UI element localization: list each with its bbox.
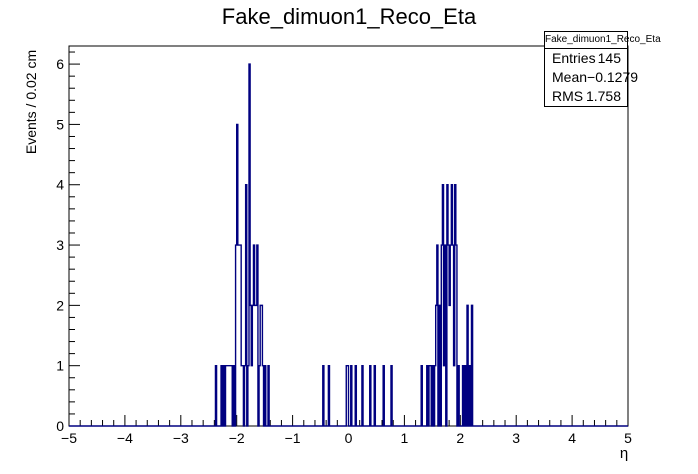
histogram-outline: [69, 63, 628, 427]
histogram-bin: [255, 305, 256, 426]
x-tick-label: 4: [568, 430, 576, 446]
stats-row-entries: Entries 145: [545, 49, 627, 68]
histogram-bin: [227, 366, 228, 426]
histogram-bin: [228, 366, 229, 426]
y-tick-label: 4: [56, 177, 64, 193]
stats-row-mean: Mean −0.1279: [545, 68, 638, 87]
histogram-bin: [229, 366, 230, 426]
y-tick-label: 5: [56, 116, 64, 132]
histogram-bin: [449, 305, 450, 426]
stats-label-mean: Mean: [552, 69, 588, 85]
x-tick-label: −4: [117, 430, 133, 446]
x-axis-label: η: [620, 445, 628, 462]
x-tick-label: 5: [624, 430, 632, 446]
stats-box: Fake_dimuon1_Reco_Eta Entries 145 Mean −…: [544, 31, 661, 107]
stats-row-rms: RMS 1.758: [545, 87, 627, 106]
y-tick-label: 6: [56, 56, 64, 72]
histogram-bin: [238, 245, 239, 426]
y-tick-label: 3: [56, 237, 64, 253]
y-axis-label: Events / 0.02 cm: [23, 50, 39, 154]
histogram-bin: [241, 366, 242, 426]
x-tick-label: 3: [512, 430, 520, 446]
histogram-bin: [256, 305, 257, 426]
histogram-bin: [251, 366, 252, 426]
x-tick-label: −5: [61, 430, 77, 446]
x-tick-label: −1: [285, 430, 301, 446]
x-tick-label: 1: [401, 430, 409, 446]
y-tick-label: 1: [56, 358, 64, 374]
stats-value-mean: −0.1279: [587, 69, 639, 85]
x-tick-label: −3: [173, 430, 189, 446]
stats-value-rms: 1.758: [585, 88, 621, 104]
stats-label-entries: Entries: [552, 50, 596, 66]
histogram-bin: [230, 366, 231, 426]
chart-title: Fake_dimuon1_Reco_Eta: [221, 4, 477, 29]
x-tick-label: 0: [345, 430, 353, 446]
histogram-bin: [444, 366, 445, 426]
x-tick-label: 2: [456, 430, 464, 446]
stats-value-entries: 145: [597, 50, 621, 66]
x-tick-label: −2: [229, 430, 245, 446]
y-tick-label: 2: [56, 297, 64, 313]
y-tick-label: 0: [56, 418, 64, 434]
stats-label-rms: RMS: [552, 88, 584, 104]
stats-title: Fake_dimuon1_Reco_Eta: [545, 32, 661, 49]
histogram-bin: [239, 245, 240, 426]
histogram-bin: [454, 366, 455, 426]
